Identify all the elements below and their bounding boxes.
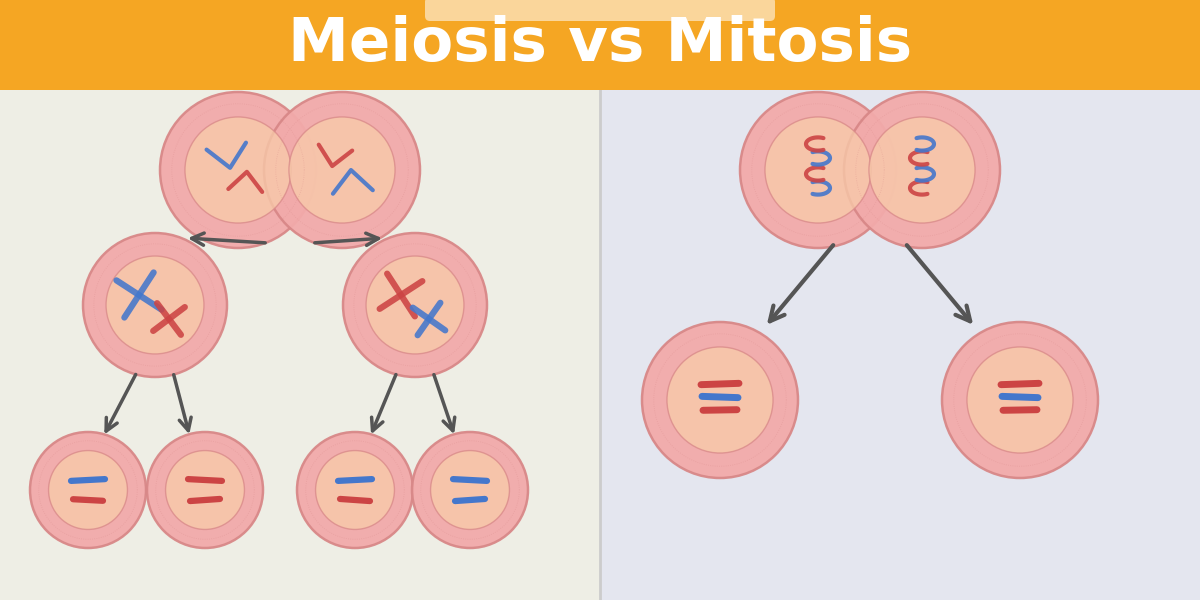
Circle shape bbox=[48, 451, 127, 529]
Circle shape bbox=[343, 233, 487, 377]
Circle shape bbox=[264, 92, 420, 248]
Circle shape bbox=[166, 451, 245, 529]
Circle shape bbox=[942, 322, 1098, 478]
Circle shape bbox=[316, 451, 395, 529]
Bar bbox=[0, 90, 600, 600]
Bar bbox=[600, 90, 1200, 600]
Circle shape bbox=[967, 347, 1073, 453]
Circle shape bbox=[844, 92, 1000, 248]
Circle shape bbox=[148, 432, 263, 548]
Circle shape bbox=[764, 117, 871, 223]
Circle shape bbox=[185, 117, 292, 223]
Text: Meiosis vs Mitosis: Meiosis vs Mitosis bbox=[288, 14, 912, 73]
Bar bbox=[0, 0, 1200, 90]
Circle shape bbox=[83, 233, 227, 377]
Circle shape bbox=[642, 322, 798, 478]
Circle shape bbox=[298, 432, 413, 548]
Circle shape bbox=[412, 432, 528, 548]
Circle shape bbox=[740, 92, 896, 248]
Circle shape bbox=[869, 117, 976, 223]
Circle shape bbox=[366, 256, 464, 354]
FancyBboxPatch shape bbox=[425, 0, 775, 21]
Circle shape bbox=[431, 451, 510, 529]
Circle shape bbox=[289, 117, 395, 223]
Circle shape bbox=[667, 347, 773, 453]
Circle shape bbox=[160, 92, 316, 248]
Circle shape bbox=[106, 256, 204, 354]
Circle shape bbox=[30, 432, 146, 548]
